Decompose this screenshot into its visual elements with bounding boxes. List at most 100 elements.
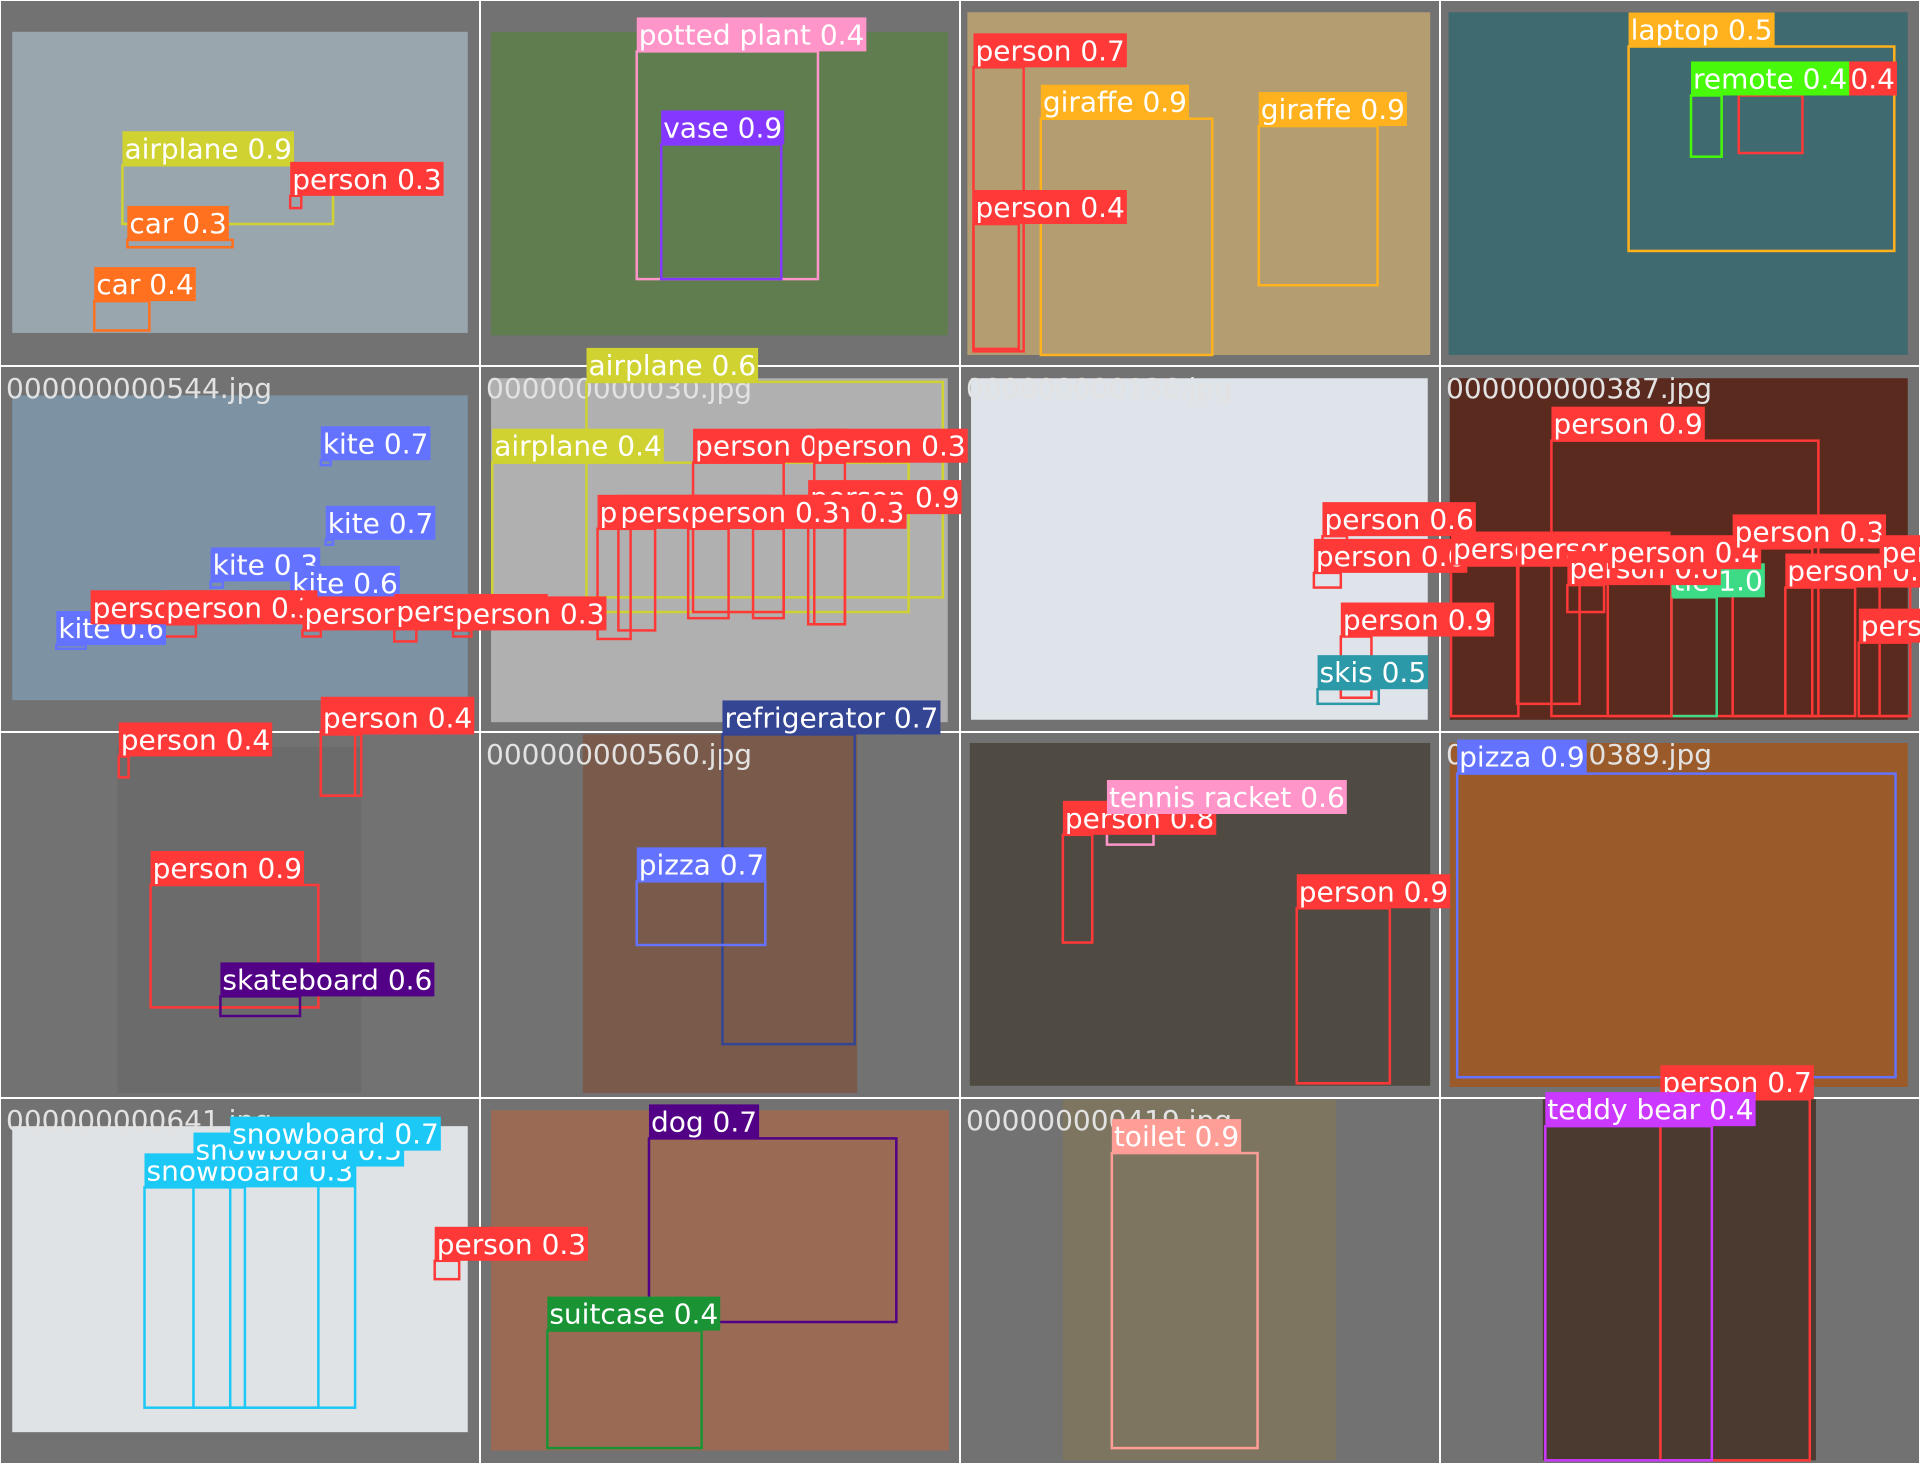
label-background: [1313, 538, 1468, 573]
label-background: [122, 131, 295, 166]
detection-label: teddy bear 0.4: [1545, 1092, 1756, 1127]
label-text: person 0.3: [292, 163, 441, 196]
bounding-box: [647, 1137, 898, 1324]
label-background: [973, 190, 1127, 225]
label-background: [453, 596, 607, 631]
label-background: [164, 590, 318, 625]
label-text: dog 0.7: [651, 1105, 757, 1138]
label-background: [648, 1104, 760, 1139]
label-background: [1322, 502, 1476, 537]
detection-label: skis 0.5: [1317, 655, 1429, 690]
detection-label: person 0.3: [164, 590, 318, 625]
labels: airplane 0.9 car 0.3 car 0.4 person 0.3 pott…: [56, 12, 1920, 1331]
label-text: teddy bear 0.4: [1547, 1093, 1753, 1126]
detection-label: laptop 0.5: [1628, 12, 1775, 47]
photo: [967, 12, 1431, 355]
label-background: [1545, 1092, 1756, 1127]
detection-label: tennis racket 0.6: [1106, 780, 1347, 815]
label-text: person 0.4: [975, 191, 1124, 224]
detection-label: person 0.4: [320, 700, 475, 735]
photo: [117, 746, 362, 1094]
detection-label: pizza 0.9: [1457, 739, 1587, 774]
detection-label: car 0.4: [94, 267, 196, 302]
label-text: giraffe 0.9: [1043, 86, 1187, 119]
label-text: pizza 0.9: [1459, 741, 1585, 774]
label-text: person 0.9: [1553, 408, 1702, 441]
detection-label: giraffe 0.9: [1258, 92, 1407, 127]
detection-label: person 0.7: [973, 33, 1127, 68]
label-text: person 0.3: [690, 496, 839, 529]
label-text: airplane 0.4: [494, 430, 662, 463]
label-text: vase 0.9: [663, 111, 782, 144]
label-background: [434, 1226, 589, 1261]
boxes: [55, 45, 1912, 1462]
label-text: airplane 0.9: [124, 132, 292, 165]
label-background: [586, 347, 759, 382]
detection-label: airplane 0.4: [492, 428, 664, 463]
detection-label: refrigerator 0.7: [722, 700, 941, 735]
photo: [1449, 743, 1908, 1087]
detection-label: person 0.5: [1858, 608, 1920, 643]
label-background: [688, 494, 842, 529]
label-text: refrigerator 0.7: [724, 701, 938, 734]
detection-label: person 0.3: [814, 428, 968, 463]
label-background: [1691, 61, 1850, 96]
label-background: [1732, 514, 1887, 549]
detection-label: person 0.3: [1732, 514, 1887, 549]
label-background: [94, 267, 196, 302]
label-text: person 0.7: [975, 34, 1124, 67]
bounding-box: [1737, 94, 1804, 155]
detection-label: kite 0.7: [325, 505, 436, 540]
label-text: person 0.3: [455, 597, 604, 630]
photo: [582, 734, 858, 1094]
label-text: airplane 0.6: [589, 349, 757, 382]
label-text: suitcase 0.4: [549, 1298, 718, 1331]
label-background: [320, 700, 475, 735]
label-background: [1457, 739, 1587, 774]
label-background: [1879, 535, 1920, 570]
filename: 000000000136.jpg: [966, 372, 1232, 405]
detection-label: person 0.4: [973, 190, 1127, 225]
detection-label: person 0.9: [1551, 406, 1705, 441]
detection-label: skateboard 0.6: [220, 962, 435, 997]
label-background: [320, 426, 431, 461]
detection-label: person 0.3: [688, 494, 842, 529]
label-text: car 0.4: [96, 268, 193, 301]
label-text: person 0.9: [1343, 604, 1492, 637]
label-background: [1317, 655, 1429, 690]
filename: 000000000560.jpg: [486, 738, 752, 771]
label-background: [1040, 84, 1189, 119]
label-background: [150, 851, 305, 886]
detection-label: person 0.9: [1340, 602, 1495, 637]
label-background: [636, 847, 767, 882]
label-background: [127, 205, 229, 240]
label-background: [492, 428, 664, 463]
label-background: [1340, 602, 1495, 637]
detection-label: person 0.3: [290, 161, 444, 196]
detection-label: person 0.6: [1322, 502, 1476, 537]
detection-label: toilet 0.9: [1111, 1119, 1242, 1154]
label-background: [1628, 12, 1775, 47]
label-text: person 0.3: [437, 1228, 586, 1261]
detection-label: person 0.9: [150, 851, 305, 886]
detection-label: giraffe 0.9: [1040, 84, 1189, 119]
label-text: person 0.6: [1324, 503, 1473, 536]
label-background: [1858, 608, 1920, 643]
detection-label: person 0.6: [1313, 538, 1468, 573]
label-background: [547, 1296, 721, 1331]
label-text: person 0.6: [1316, 540, 1465, 573]
label-text: person 0.4: [121, 723, 270, 756]
label-text: laptop 0.5: [1631, 14, 1773, 47]
photo: [1062, 1099, 1336, 1461]
label-text: pizza 0.7: [639, 848, 765, 881]
label-text: person 0.3: [1735, 515, 1884, 548]
detection-label: airplane 0.6: [586, 347, 759, 382]
label-text: skateboard 0.6: [222, 963, 432, 996]
label-text: person 0.9: [153, 852, 302, 885]
label-background: [1296, 874, 1451, 909]
label-background: [814, 428, 968, 463]
detection-label: vase 0.9: [661, 110, 785, 145]
label-text: snowboard 0.7: [232, 1118, 439, 1151]
